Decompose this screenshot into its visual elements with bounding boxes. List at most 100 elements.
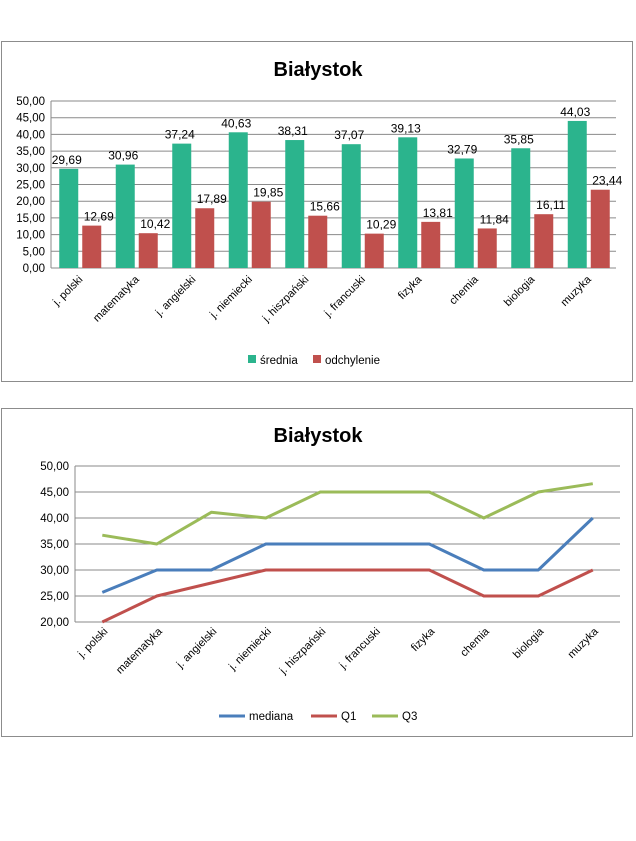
y-tick-label: 25,00 xyxy=(16,180,45,192)
x-tick-label: fizyka xyxy=(409,625,438,654)
data-label-odchylenie: 13,81 xyxy=(423,206,453,220)
line-chart-x-ticks: j. polski matematyka j. angielski j. niemie… xyxy=(75,625,601,677)
x-tick-label: j. angielski xyxy=(174,626,220,672)
x-tick-label: j. hiszpański xyxy=(277,626,329,678)
line-chart-svg: Białystok 20,00 25,00 30,00 35,00 40,00 45,00… xyxy=(40,425,620,723)
y-tick-label: 30,00 xyxy=(16,163,45,175)
bar-chart-x-ticks: j. polski matematyka j. angielski j. niemie… xyxy=(50,273,594,325)
legend-label-q1: Q1 xyxy=(341,711,356,723)
line-series-mediana xyxy=(101,516,594,594)
x-tick-label: chemia xyxy=(447,273,481,307)
data-label-odchylenie: 15,66 xyxy=(310,200,340,214)
data-label-rednia: 37,07 xyxy=(334,128,364,142)
x-tick-label: chemia xyxy=(458,625,492,659)
bar-chart-gridlines xyxy=(50,100,616,269)
x-tick-label: j. polski xyxy=(50,274,85,309)
y-tick-label: 45,00 xyxy=(16,113,45,125)
bar-odchylenie-biologia xyxy=(534,214,554,268)
bar-rednia-matematyka xyxy=(115,164,135,268)
data-label-odchylenie: 16,11 xyxy=(536,198,565,212)
x-tick-label: fizyka xyxy=(396,273,425,302)
y-tick-label: 15,00 xyxy=(16,213,45,225)
y-tick-label: 30,00 xyxy=(40,565,69,577)
data-label-odchylenie: 19,85 xyxy=(253,186,283,200)
line-chart-legend: mediana Q1 Q3 xyxy=(219,711,417,723)
x-tick-label: j. francuski xyxy=(337,626,383,672)
y-tick-label: 40,00 xyxy=(40,513,69,525)
y-tick-label: 50,00 xyxy=(16,96,45,108)
y-tick-label: 25,00 xyxy=(40,591,69,603)
bar-rednia-fizyka xyxy=(398,137,418,268)
x-tick-label: j. niemiecki xyxy=(207,274,255,322)
y-tick-label: 20,00 xyxy=(40,617,69,629)
data-label-rednia: 37,24 xyxy=(165,128,195,142)
y-tick-label: 35,00 xyxy=(16,146,45,158)
y-tick-label: 50,00 xyxy=(40,461,69,473)
bar-odchylenie-j-polski xyxy=(82,225,102,268)
legend-swatch-odchylenie xyxy=(313,355,321,363)
bar-rednia-muzyka xyxy=(567,120,587,269)
y-tick-label: 35,00 xyxy=(40,539,69,551)
legend-label-odchylenie: odchylenie xyxy=(325,355,380,367)
x-tick-label: muzyka xyxy=(559,273,595,309)
bar-chart-data-labels: 29,69 12,69 30,96 10,42 37,24 17,89 40,63 19,85… xyxy=(52,105,623,232)
x-tick-label: biologia xyxy=(502,273,538,309)
legend-label-mediana: mediana xyxy=(249,711,294,723)
y-tick-label: 40,00 xyxy=(16,129,45,141)
x-tick-label: matematyka xyxy=(91,273,142,324)
bar-chart-legend: średnia odchylenie xyxy=(248,355,380,367)
y-tick-label: 20,00 xyxy=(16,196,45,208)
bar-odchylenie-fizyka xyxy=(421,221,441,268)
bar-rednia-biologia xyxy=(511,148,531,268)
line-chart-y-ticks: 20,00 25,00 30,00 35,00 40,00 45,00 50,00 xyxy=(40,461,69,629)
legend-swatch-rednia xyxy=(248,355,256,363)
bar-odchylenie-j-hiszpa-ski xyxy=(308,215,328,268)
legend-label-rednia: średnia xyxy=(260,355,298,367)
bar-odchylenie-j-angielski xyxy=(195,208,215,268)
line-series-q1 xyxy=(101,568,594,624)
bar-rednia-j-polski xyxy=(59,168,79,268)
data-label-odchylenie: 11,84 xyxy=(480,212,509,226)
line-chart-series xyxy=(101,482,594,624)
data-label-odchylenie: 23,44 xyxy=(592,174,622,188)
bar-odchylenie-j-francuski xyxy=(364,233,384,268)
bar-odchylenie-j-niemiecki xyxy=(251,201,271,268)
bar-rednia-chemia xyxy=(454,158,474,268)
x-tick-label: muzyka xyxy=(566,625,602,661)
data-label-rednia: 44,03 xyxy=(560,105,590,119)
data-label-rednia: 32,79 xyxy=(447,142,477,156)
x-tick-label: biologia xyxy=(511,625,547,661)
data-label-rednia: 39,13 xyxy=(391,121,421,135)
data-label-odchylenie: 17,89 xyxy=(197,192,227,206)
x-tick-label: j. hiszpański xyxy=(260,274,312,326)
bar-odchylenie-muzyka xyxy=(590,189,610,268)
line-series-q3 xyxy=(102,482,594,546)
bar-chart-svg: Białystok 0,00 5,00 10,00 15,00 20,00 25,00 30… xyxy=(16,59,623,367)
bar-chart-title: Białystok xyxy=(274,59,364,81)
line-chart-panel: Białystok 20,00 25,00 30,00 35,00 40,00 45,00… xyxy=(1,408,633,737)
x-tick-label: j. francuski xyxy=(322,274,368,320)
bar-rednia-j-francuski xyxy=(341,144,361,268)
y-tick-label: 5,00 xyxy=(23,246,45,258)
data-label-rednia: 35,85 xyxy=(504,132,534,146)
x-tick-label: j. polski xyxy=(75,626,110,661)
data-label-odchylenie: 10,42 xyxy=(140,217,170,231)
y-tick-label: 45,00 xyxy=(40,487,69,499)
line-chart-title: Białystok xyxy=(274,425,364,447)
y-tick-label: 0,00 xyxy=(23,263,45,275)
y-tick-label: 10,00 xyxy=(16,230,45,242)
bar-chart-bars xyxy=(59,120,610,269)
bar-chart-panel: Białystok 0,00 5,00 10,00 15,00 20,00 25,00 30… xyxy=(1,41,633,382)
x-tick-label: matematyka xyxy=(114,625,165,676)
bar-chart-y-ticks: 0,00 5,00 10,00 15,00 20,00 25,00 30,00 35,00 40… xyxy=(16,96,45,275)
data-label-rednia: 40,63 xyxy=(221,116,251,130)
x-tick-label: j. niemiecki xyxy=(226,626,274,674)
bar-rednia-j-angielski xyxy=(172,143,192,268)
bar-odchylenie-matematyka xyxy=(138,233,158,268)
data-label-odchylenie: 12,69 xyxy=(84,210,114,224)
bar-rednia-j-niemiecki xyxy=(228,132,248,268)
data-label-rednia: 30,96 xyxy=(108,149,138,163)
bar-odchylenie-chemia xyxy=(477,228,497,268)
data-label-odchylenie: 10,29 xyxy=(366,218,396,232)
x-tick-label: j. angielski xyxy=(153,274,199,320)
